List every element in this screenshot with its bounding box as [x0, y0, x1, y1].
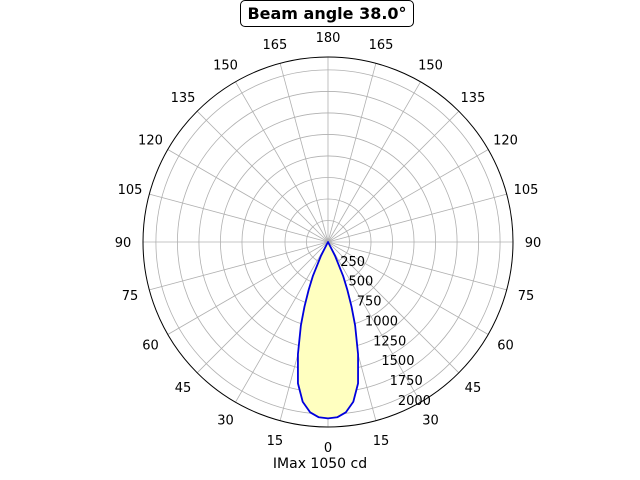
angle-tick-label: 165 — [263, 38, 288, 53]
grid-spoke — [327, 149, 489, 243]
series-layer — [297, 241, 359, 420]
angle-tick-label: 60 — [497, 339, 514, 354]
chart-title-box: Beam angle 38.0° — [240, 0, 414, 27]
angle-tick-label: 60 — [142, 339, 159, 354]
grid-spoke — [327, 110, 460, 243]
grid-spoke — [167, 241, 329, 335]
angle-tick-labels: 0 15 30 45 60 75 90 105 120 135 150 165 180 165 150 135… — [115, 31, 542, 456]
radial-tick-label: 1250 — [373, 334, 406, 349]
angle-tick-label: 165 — [369, 38, 394, 53]
grid-spoke — [167, 149, 329, 243]
grid-spoke — [327, 241, 421, 403]
grid-spoke — [149, 241, 329, 291]
angle-tick-label: 15 — [373, 434, 390, 449]
chart-title: Beam angle 38.0° — [247, 4, 407, 23]
grid-spoke — [196, 110, 329, 243]
grid-spoke — [327, 241, 489, 335]
radial-tick-label: 1000 — [365, 314, 398, 329]
angle-tick-label: 30 — [422, 414, 439, 429]
angle-tick-label: 90 — [115, 236, 132, 251]
angle-tick-label: 45 — [465, 381, 482, 396]
grid-spoke — [149, 193, 329, 243]
angle-tick-label: 15 — [267, 434, 284, 449]
grid-spoke — [235, 241, 329, 403]
angle-tick-label: 180 — [316, 31, 341, 46]
radial-tick-label: 2000 — [398, 394, 431, 409]
angle-tick-label: 120 — [493, 134, 518, 149]
radial-tick-label: 1500 — [381, 354, 414, 369]
grid-spoke — [196, 241, 329, 374]
grid-spoke — [235, 81, 329, 243]
angle-tick-label: 75 — [518, 289, 535, 304]
grid-spoke — [327, 241, 460, 374]
grid-spoke — [327, 63, 377, 243]
angle-tick-label: 150 — [418, 58, 443, 73]
angle-tick-label: 90 — [525, 236, 542, 251]
angle-tick-label: 105 — [118, 183, 143, 198]
angle-tick-label: 75 — [122, 289, 139, 304]
grid-spoke — [327, 81, 421, 243]
radial-tick-label: 1750 — [390, 374, 423, 389]
radial-tick-label: 750 — [357, 295, 382, 310]
angle-tick-label: 150 — [213, 58, 238, 73]
radial-tick-labels: 250 500 750 1000 1250 1500 1750 2000 — [340, 255, 431, 409]
series-line — [297, 241, 359, 420]
radial-tick-label: 500 — [348, 275, 373, 290]
grid-spoke — [279, 63, 329, 243]
angle-tick-label: 0 — [324, 441, 332, 456]
angle-tick-label: 105 — [514, 183, 539, 198]
series-fill — [297, 242, 359, 419]
angle-tick-label: 45 — [175, 381, 192, 396]
angle-tick-label: 30 — [217, 414, 234, 429]
outer-circle — [142, 56, 514, 428]
x-axis-label: IMax 1050 cd — [272, 456, 368, 472]
angle-tick-label: 135 — [171, 91, 196, 106]
grid-spoke — [327, 193, 507, 243]
angle-tick-label: 120 — [138, 134, 163, 149]
angle-tick-label: 135 — [461, 91, 486, 106]
grid-spoke — [327, 241, 507, 291]
radial-tick-label: 250 — [340, 255, 365, 270]
